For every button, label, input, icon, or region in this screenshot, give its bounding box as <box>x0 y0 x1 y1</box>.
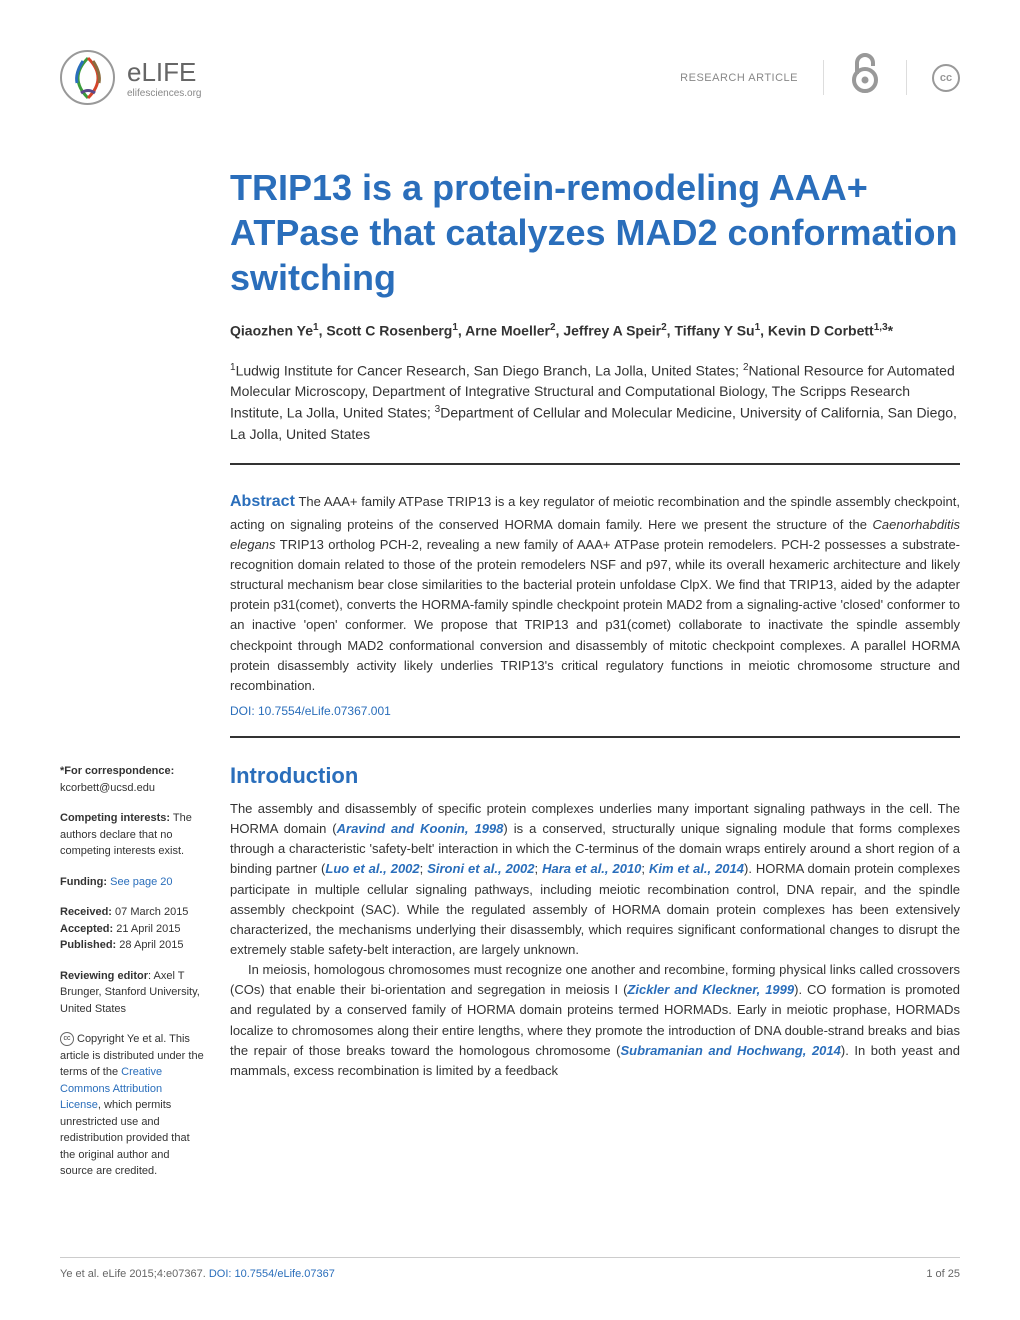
footer-doi-link[interactable]: DOI: 10.7554/eLife.07367 <box>209 1268 335 1280</box>
abstract-section: Abstract The AAA+ family ATPase TRIP13 i… <box>230 490 960 718</box>
affiliations-list: 1Ludwig Institute for Cancer Research, S… <box>230 360 960 445</box>
correspondence-email[interactable]: kcorbett@ucsd.edu <box>60 782 155 794</box>
two-column-layout: *For correspondence: kcorbett@ucsd.edu C… <box>60 763 960 1194</box>
page-footer: Ye et al. eLife 2015;4:e07367. DOI: 10.7… <box>60 1257 960 1280</box>
cc-license-icon: cc <box>932 64 960 92</box>
divider-line <box>230 463 960 465</box>
authors-list: Qiaozhen Ye1, Scott C Rosenberg1, Arne M… <box>230 320 960 342</box>
dates-block: Received: 07 March 2015 Accepted: 21 Apr… <box>60 904 205 954</box>
sidebar-metadata: *For correspondence: kcorbett@ucsd.edu C… <box>60 763 205 1194</box>
introduction-heading: Introduction <box>230 763 960 789</box>
published-label: Published: <box>60 939 116 951</box>
divider <box>906 60 907 95</box>
introduction-body: The assembly and disassembly of specific… <box>230 799 960 1081</box>
abstract-label: Abstract <box>230 493 295 510</box>
published-date: 28 April 2015 <box>119 939 183 951</box>
abstract-body: The AAA+ family ATPase TRIP13 is a key r… <box>230 494 960 693</box>
intro-para-2: In meiosis, homologous chromosomes must … <box>230 960 960 1081</box>
accepted-date: 21 April 2015 <box>116 923 180 935</box>
intro-para-1: The assembly and disassembly of specific… <box>230 799 960 960</box>
funding-link[interactable]: See page 20 <box>110 876 172 888</box>
received-label: Received: <box>60 906 112 918</box>
elife-logo-icon <box>60 50 115 105</box>
reviewing-label: Reviewing editor <box>60 970 148 982</box>
open-access-icon <box>849 50 881 105</box>
funding-label: Funding: <box>60 876 107 888</box>
main-content: Introduction The assembly and disassembl… <box>230 763 960 1194</box>
logo-text-group: eLIFE elifesciences.org <box>127 57 201 99</box>
article-title: TRIP13 is a protein-remodeling AAA+ ATPa… <box>230 165 960 300</box>
correspondence-block: *For correspondence: kcorbett@ucsd.edu <box>60 763 205 796</box>
received-date: 07 March 2015 <box>115 906 188 918</box>
competing-label: Competing interests: <box>60 812 170 824</box>
accepted-label: Accepted: <box>60 923 113 935</box>
article-type-label: RESEARCH ARTICLE <box>680 72 798 84</box>
footer-citation: Ye et al. eLife 2015;4:e07367. DOI: 10.7… <box>60 1268 335 1280</box>
logo-text: eLIFE <box>127 57 201 88</box>
page-header: eLIFE elifesciences.org RESEARCH ARTICLE… <box>60 50 960 105</box>
header-right: RESEARCH ARTICLE cc <box>680 50 960 105</box>
divider <box>823 60 824 95</box>
abstract-doi-link[interactable]: DOI: 10.7554/eLife.07367.001 <box>230 704 960 718</box>
reviewing-block: Reviewing editor: Axel T Brunger, Stanfo… <box>60 968 205 1018</box>
funding-block: Funding: See page 20 <box>60 874 205 891</box>
correspondence-label: *For correspondence: <box>60 765 174 777</box>
citation-text: Ye et al. eLife 2015;4:e07367. <box>60 1268 206 1280</box>
logo-section: eLIFE elifesciences.org <box>60 50 201 105</box>
competing-block: Competing interests: The authors declare… <box>60 810 205 860</box>
abstract-text: Abstract The AAA+ family ATPase TRIP13 i… <box>230 490 960 696</box>
divider-line <box>230 736 960 738</box>
logo-url[interactable]: elifesciences.org <box>127 88 201 99</box>
copyright-block: ccCopyright Ye et al. This article is di… <box>60 1031 205 1180</box>
page-number: 1 of 25 <box>926 1268 960 1280</box>
cc-small-icon: cc <box>60 1032 74 1046</box>
